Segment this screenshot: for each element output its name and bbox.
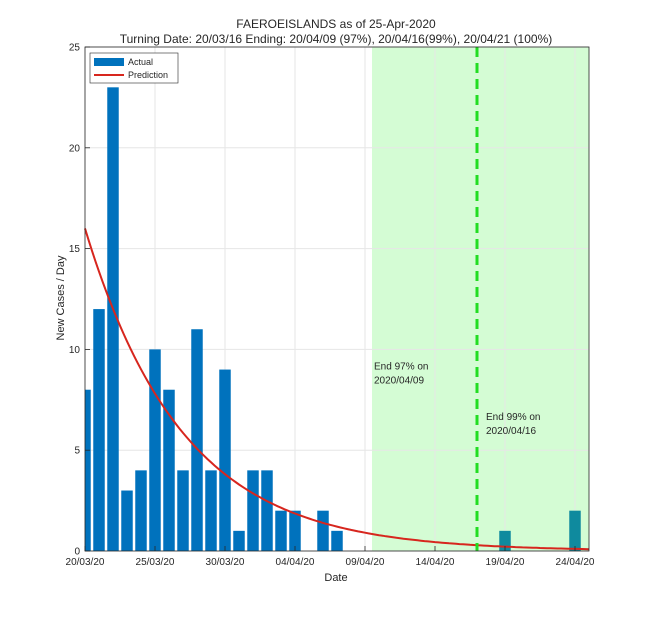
bar-actual: [219, 369, 231, 551]
bar-actual: [317, 510, 329, 551]
y-tick-label: 20: [69, 143, 81, 154]
x-tick-label: 19/04/20: [486, 557, 525, 568]
bar-actual: [205, 470, 217, 551]
y-tick-label: 25: [69, 43, 81, 54]
annotation-date: 2020/04/09: [374, 376, 424, 387]
x-axis-label: Date: [324, 572, 347, 584]
bar-actual: [289, 510, 301, 551]
chart-subtitle: Turning Date: 20/03/16 Ending: 20/04/09 …: [120, 32, 553, 46]
x-tick-label: 14/04/20: [416, 557, 455, 568]
y-tick-label: 15: [69, 244, 81, 255]
annotation-text: End 97% on: [374, 362, 429, 373]
axes-box: [84, 46, 590, 552]
x-tick-label: 09/04/20: [346, 557, 385, 568]
annotation-text: End 99% on: [486, 412, 541, 423]
annotation-date: 2020/04/16: [486, 426, 536, 437]
bar-actual: [261, 470, 273, 551]
y-tick-label: 5: [74, 446, 80, 457]
bar-actual: [93, 309, 105, 551]
bar-actual: [177, 470, 189, 551]
x-tick-label: 04/04/20: [276, 557, 315, 568]
bar-actual: [569, 510, 581, 551]
y-axis-label: New Cases / Day: [55, 255, 67, 340]
legend-swatch-actual: [94, 58, 124, 66]
bar-actual: [149, 349, 161, 551]
legend-label: Actual: [128, 57, 153, 67]
x-tick-label: 24/04/20: [556, 557, 595, 568]
bar-actual: [247, 470, 259, 551]
x-tick-label: 30/03/20: [206, 557, 245, 568]
bar-actual: [107, 87, 119, 551]
bar-actual: [163, 389, 175, 551]
bar-actual: [275, 510, 287, 551]
prediction-region: [372, 47, 589, 551]
bar-actual: [331, 530, 343, 551]
y-tick-label: 10: [69, 345, 81, 356]
y-tick-label: 0: [74, 547, 80, 558]
legend: Actual Prediction: [89, 52, 179, 84]
plot-area: End 97% on 2020/04/09 End 99% on 2020/04/16…: [66, 43, 595, 569]
bar-actual: [499, 530, 511, 551]
legend-label: Prediction: [128, 70, 168, 80]
x-tick-label: 25/03/20: [136, 557, 175, 568]
x-tick-label: 20/03/20: [66, 557, 105, 568]
bar-actual: [233, 530, 245, 551]
bar-actual: [135, 470, 147, 551]
bar-actual: [191, 329, 203, 551]
chart-title: FAEROEISLANDS as of 25-Apr-2020: [236, 17, 436, 31]
bar-actual: [85, 389, 91, 551]
bar-actual: [121, 490, 133, 551]
